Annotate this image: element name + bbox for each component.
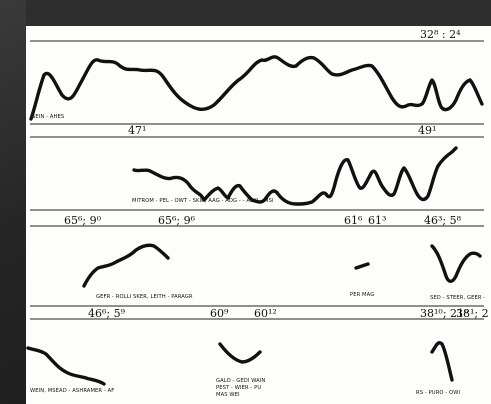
trace-curve-row2-left bbox=[132, 146, 458, 206]
row2-number-2: 65⁶; 9⁶ bbox=[158, 214, 196, 227]
row4-label-mid-line3: MAS WEI bbox=[216, 392, 240, 398]
row4-number-1: 46⁶; 5⁹ bbox=[88, 307, 126, 320]
row3-label-mid: PER MAG bbox=[350, 292, 374, 298]
background-top bbox=[0, 0, 491, 26]
paper-sheet bbox=[26, 26, 491, 404]
row2-label: MITROM - PEL - OWT - SKIR, AAG - ADG - -… bbox=[132, 198, 274, 204]
top-right-number: 32⁸ : 2⁴ bbox=[420, 28, 461, 41]
row3-label-right: SED - STEER, GEER - bbox=[430, 295, 485, 301]
row4-number-2: 60⁹ bbox=[210, 307, 229, 320]
row2-number-1: 65⁶; 9⁰ bbox=[64, 214, 102, 227]
row2-number-5: 46³; 5⁸ bbox=[424, 214, 462, 227]
trace-curve-row3-left bbox=[82, 243, 170, 288]
trace-curve-row3-right bbox=[430, 244, 482, 283]
background-left bbox=[0, 0, 26, 404]
row4-number-5: 38¹; 2 bbox=[456, 307, 489, 320]
trace-curve-row1 bbox=[29, 55, 484, 121]
row1-number-right: 49¹ bbox=[418, 124, 436, 137]
trace-curve-row3-mid bbox=[354, 262, 370, 270]
row2-number-4: 61³ bbox=[368, 214, 386, 227]
row4-label-right: RS - PURO - OWI bbox=[416, 390, 460, 396]
trace-curve-row4-mid bbox=[218, 342, 262, 364]
row1-number-left: 47¹ bbox=[128, 124, 146, 137]
row4-number-3: 60¹² bbox=[254, 307, 277, 320]
row1-label: SEIN - AHES bbox=[32, 114, 64, 120]
row4-label-left: WEIN, MSEAD - ASHRAMER - AF bbox=[30, 388, 114, 394]
row2-number-3: 61⁶ bbox=[344, 214, 363, 227]
row3-label-left: GEFR - ROLLI SKER, LEITH - PARAGR bbox=[96, 294, 193, 300]
row4-number-4: 38¹⁰; 21⁶ bbox=[420, 307, 469, 320]
trace-curve-row4-right bbox=[430, 341, 454, 382]
row4-label-mid-line1: GALO - GEDI WAIN bbox=[216, 378, 265, 384]
trace-curve-row4-left bbox=[26, 346, 106, 386]
row4-label-mid-line2: PEST - WIER - PU bbox=[216, 385, 261, 391]
